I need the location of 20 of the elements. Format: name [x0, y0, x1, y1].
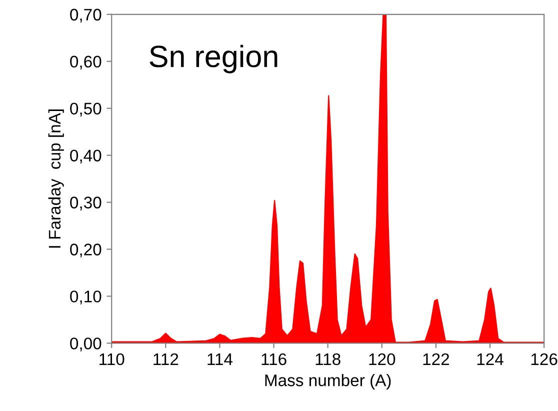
y-tick-label: 0,60 [70, 56, 102, 70]
x-tick-label: 120 [369, 353, 396, 366]
annotation: Sn region [150, 44, 278, 74]
y-tick-label: 0,50 [70, 102, 102, 116]
x-tick-label: 118 [316, 353, 340, 366]
x-tick-label: 122 [423, 353, 450, 365]
x-tick-label: 116 [262, 353, 286, 366]
x-tick-label: 124 [477, 353, 504, 365]
y-tick-label: 0,00 [70, 338, 102, 352]
y-axis-title: I Faraday cup [nA] [48, 110, 64, 248]
x-tick-label: 114 [208, 354, 233, 365]
y-tick-label: 0,40 [70, 150, 102, 164]
y-tick-label: 0,10 [70, 290, 102, 304]
y-tick-label: 0,70 [70, 8, 102, 23]
y-tick-label: 0,20 [70, 244, 102, 258]
y-tick-label: 0,30 [70, 196, 102, 210]
x-axis-title: Mass number (A) [265, 374, 391, 390]
x-tick-label: 110 [100, 353, 124, 366]
x-tick-label: 126 [531, 353, 558, 366]
x-tick-label: 112 [154, 353, 178, 365]
